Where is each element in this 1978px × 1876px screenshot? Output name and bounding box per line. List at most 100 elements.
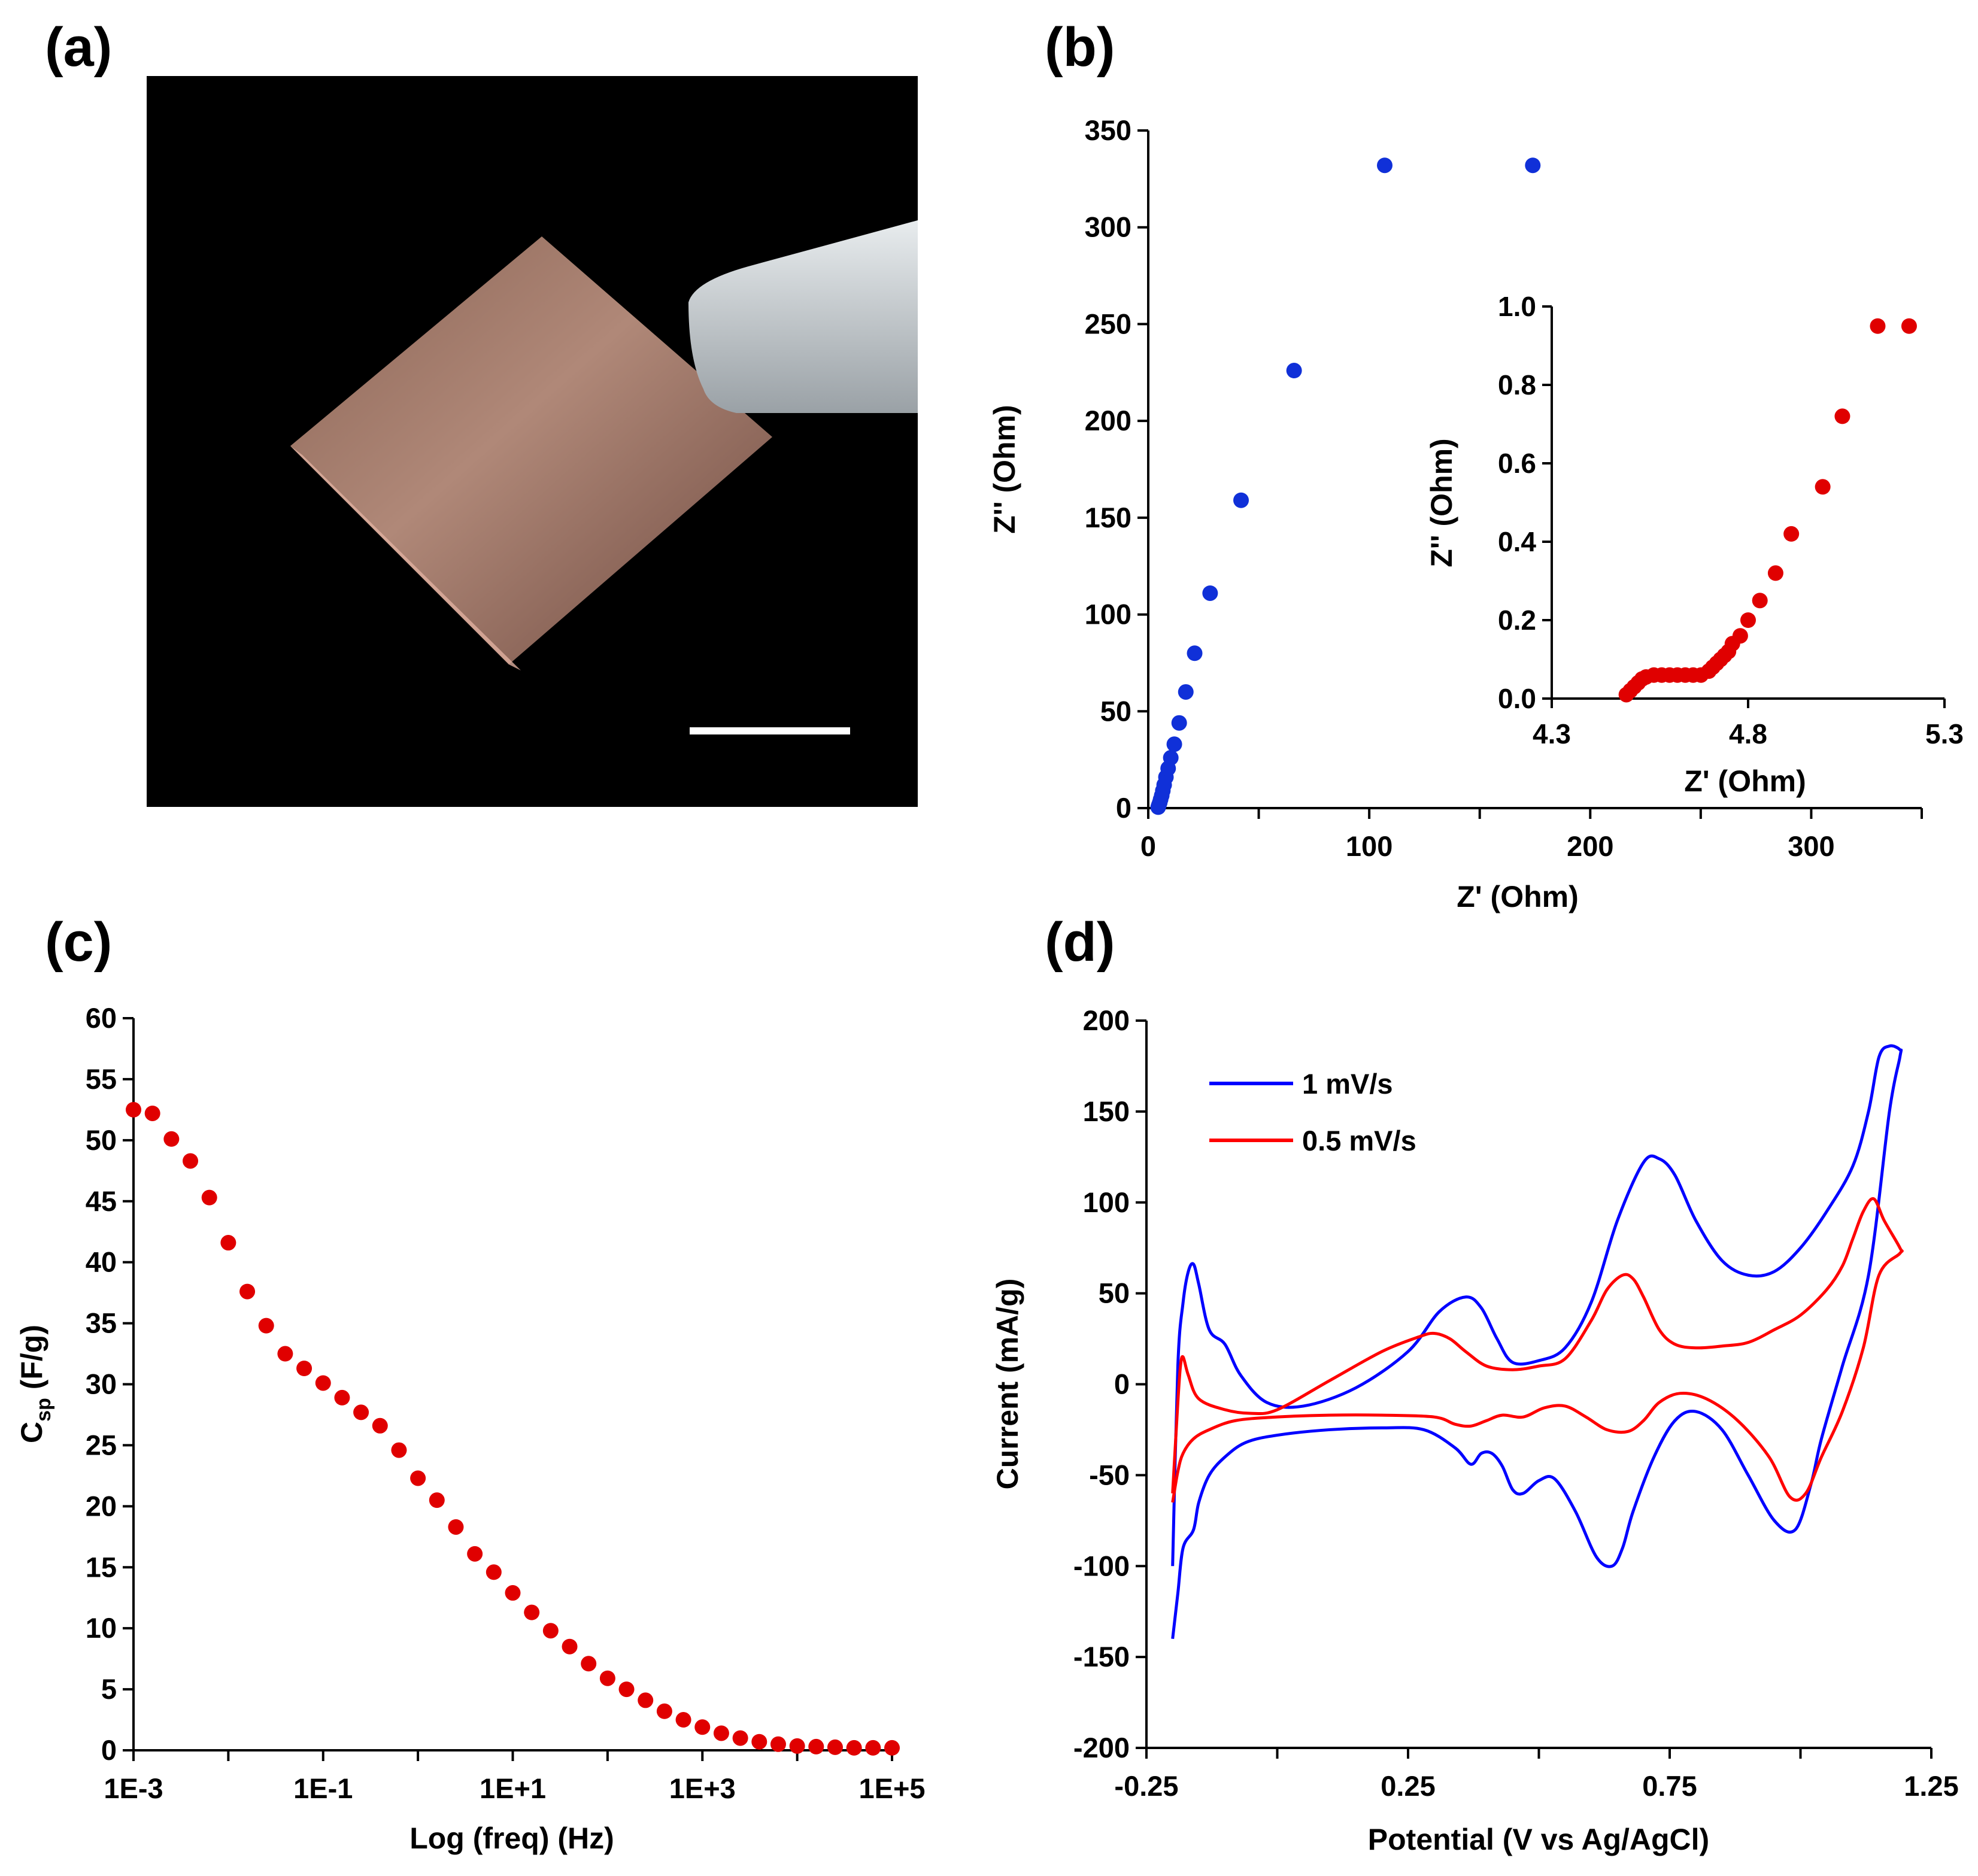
b-ytick-label: 0	[1116, 792, 1131, 824]
d-xtick-label: 0.25	[1381, 1770, 1435, 1802]
b-inset-data-point	[1740, 612, 1756, 628]
b-data-point	[1376, 157, 1393, 174]
metal-clip	[688, 220, 918, 413]
b-inset-ytick-label: 0.6	[1498, 448, 1536, 479]
c-data-point	[126, 1101, 141, 1118]
c-data-point	[770, 1736, 786, 1752]
b-xtick-label: 0	[1140, 830, 1156, 862]
c-data-point	[732, 1730, 748, 1746]
c-data-point	[808, 1738, 824, 1754]
b-ytick-label: 300	[1085, 211, 1131, 243]
c-ytick-label: 35	[86, 1307, 117, 1339]
c-ytick-label: 10	[86, 1612, 117, 1644]
b-xtick-label: 300	[1788, 830, 1834, 862]
c-ytick-label: 45	[86, 1185, 117, 1217]
copper-electrode	[290, 236, 772, 664]
c-ytick-label: 60	[86, 1002, 117, 1034]
c-y-title-tail: (F/g)	[15, 1325, 48, 1398]
legend-label-05mv: 0.5 mV/s	[1302, 1125, 1416, 1156]
c-data-point	[827, 1739, 843, 1755]
b-x-axis-title: Z' (Ohm)	[1457, 880, 1579, 913]
b-y-axis-title: Z'' (Ohm)	[988, 405, 1021, 533]
c-ytick-label: 55	[86, 1063, 117, 1095]
d-y-axis-title: Current (mA/g)	[991, 1279, 1024, 1490]
b-inset-data-point	[1767, 565, 1783, 581]
c-data-point	[618, 1681, 635, 1698]
c-ytick-label: 25	[86, 1429, 117, 1461]
c-data-point	[846, 1740, 862, 1756]
d-ytick-label: -200	[1073, 1732, 1130, 1763]
nyquist-inset: Z'' (Ohm) Z' (Ohm) 0.0 0.2 0.4 0.6 0.8 1.0 4.3…	[1425, 291, 1964, 798]
b-ytick-label: 350	[1085, 114, 1131, 146]
b-inset-ytick-label: 0.0	[1498, 683, 1536, 714]
c-ytick-label: 15	[86, 1551, 117, 1583]
legend-label-1mv: 1 mV/s	[1302, 1068, 1393, 1100]
b-inset-data-point	[1870, 318, 1886, 334]
b-inset-data-point	[1834, 408, 1850, 424]
b-data-point	[1166, 736, 1182, 752]
c-data-point	[220, 1235, 236, 1251]
b-inset-data-point	[1901, 318, 1917, 334]
c-data-point	[258, 1318, 274, 1334]
c-y-axis-title: Csp (F/g)	[15, 1325, 55, 1443]
c-data-point	[884, 1740, 900, 1756]
d-ytick-label: -50	[1089, 1459, 1130, 1491]
b-data-point	[1233, 492, 1249, 508]
b-inset-data-point	[1783, 526, 1800, 542]
c-data-point	[789, 1738, 805, 1754]
panel-label-a: (a)	[45, 17, 112, 78]
c-data-point	[865, 1740, 881, 1756]
b-data-point	[1178, 684, 1194, 700]
c-data-point	[201, 1189, 217, 1206]
electrode-edge	[290, 446, 521, 670]
c-x-axis-title: Log (freq) (Hz)	[409, 1822, 614, 1855]
b-xtick-label: 100	[1346, 830, 1393, 862]
c-data-point	[448, 1519, 464, 1535]
d-legend: 1 mV/s 0.5 mV/s	[1209, 1068, 1416, 1156]
c-data-point	[562, 1638, 578, 1655]
b-xtick-label: 200	[1567, 830, 1613, 862]
d-ytick-label: 0	[1114, 1368, 1130, 1400]
d-x-axis-title: Potential (V vs Ag/AgCl)	[1368, 1823, 1709, 1856]
c-xtick-label: 1E+3	[669, 1772, 736, 1804]
c-y-title-sub: sp	[32, 1398, 55, 1422]
c-data-point	[144, 1105, 160, 1121]
b-inset-data-point	[1752, 593, 1768, 609]
nyquist-plot: Z'' (Ohm) Z' (Ohm) 0 50 100 150 200 250 300 350…	[988, 114, 1964, 913]
b-data-point	[1187, 645, 1203, 661]
d-xtick-label: 1.25	[1904, 1770, 1958, 1802]
d-ytick-label: 150	[1083, 1095, 1130, 1127]
c-xtick-label: 1E+1	[480, 1772, 546, 1804]
cv-curve-05mv	[1171, 1197, 1904, 1503]
c-xtick-label: 1E-3	[104, 1772, 163, 1804]
c-data-point	[694, 1719, 711, 1735]
c-data-point	[581, 1656, 597, 1672]
panel-label-c: (c)	[45, 912, 112, 973]
b-data-point	[1163, 749, 1179, 766]
c-y-title-main: C	[15, 1422, 48, 1443]
c-data-point	[353, 1404, 369, 1420]
b-inset-ytick-label: 1.0	[1498, 291, 1536, 322]
c-data-point	[372, 1417, 388, 1434]
b-ytick-label: 250	[1085, 308, 1131, 339]
c-ytick-label: 0	[101, 1734, 117, 1766]
b-inset-x-axis-title: Z' (Ohm)	[1684, 764, 1806, 798]
b-inset-xtick-label: 5.3	[1925, 718, 1964, 749]
d-ytick-label: -100	[1073, 1550, 1130, 1581]
c-ytick-label: 20	[86, 1490, 117, 1522]
b-data-point	[1202, 585, 1218, 601]
b-inset-xtick-label: 4.3	[1533, 718, 1571, 749]
d-xtick-label: 0.75	[1642, 1770, 1697, 1802]
d-xtick-label: -0.25	[1114, 1770, 1178, 1802]
c-data-point	[599, 1670, 615, 1686]
cv-curve-1mv	[1171, 1044, 1903, 1640]
c-data-point	[505, 1585, 521, 1601]
b-inset-ytick-label: 0.8	[1498, 369, 1536, 400]
c-xtick-label: 1E+5	[858, 1772, 925, 1804]
scale-bar-label: 2 mm	[709, 646, 831, 699]
c-data-point	[334, 1389, 350, 1406]
photo-panel: 2 mm	[147, 76, 918, 807]
c-data-point	[391, 1442, 407, 1458]
scale-bar	[690, 727, 850, 734]
b-ytick-label: 200	[1085, 405, 1131, 436]
